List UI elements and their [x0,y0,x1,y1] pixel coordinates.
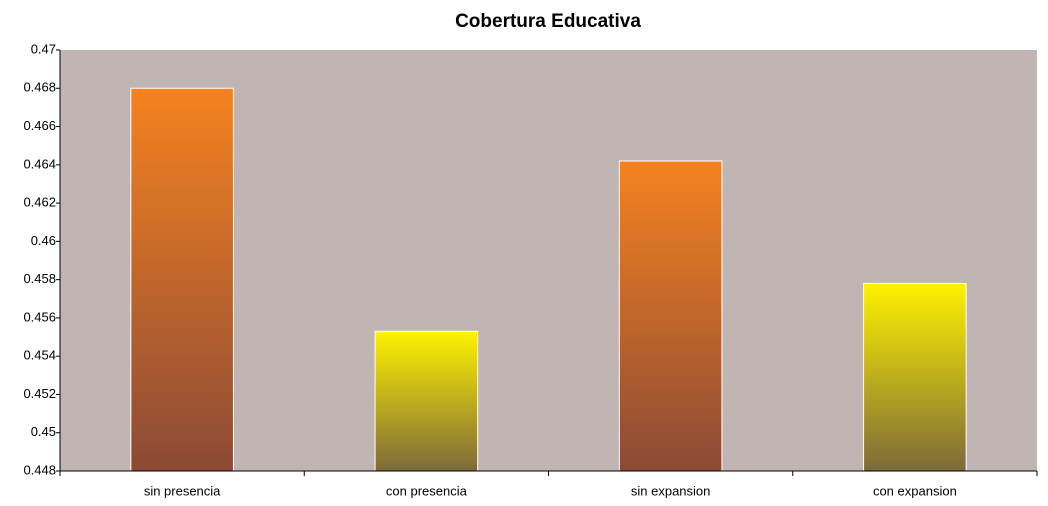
y-tick-label: 0.468 [23,80,56,95]
y-tick-label: 0.456 [23,309,56,324]
bar [863,282,967,472]
bar [618,160,723,472]
y-tick-label: 0.448 [23,462,56,477]
y-tick-label: 0.47 [31,41,56,56]
x-tick-label: sin expansion [631,483,711,498]
y-tick-label: 0.466 [23,118,56,133]
y-tick-label: 0.458 [23,271,56,286]
chart-title: Cobertura Educativa [455,11,641,32]
x-tick-label: con expansion [873,483,957,498]
x-tick-label: sin presencia [144,483,221,498]
y-tick-label: 0.46 [31,233,56,248]
y-tick-label: 0.464 [23,156,56,171]
bar [130,87,234,472]
y-tick-label: 0.454 [23,348,56,363]
y-tick-label: 0.462 [23,195,56,210]
y-tick-label: 0.45 [31,424,56,439]
y-tick-label: 0.452 [23,386,56,401]
bar [374,330,479,472]
x-tick-label: con presencia [386,483,468,498]
